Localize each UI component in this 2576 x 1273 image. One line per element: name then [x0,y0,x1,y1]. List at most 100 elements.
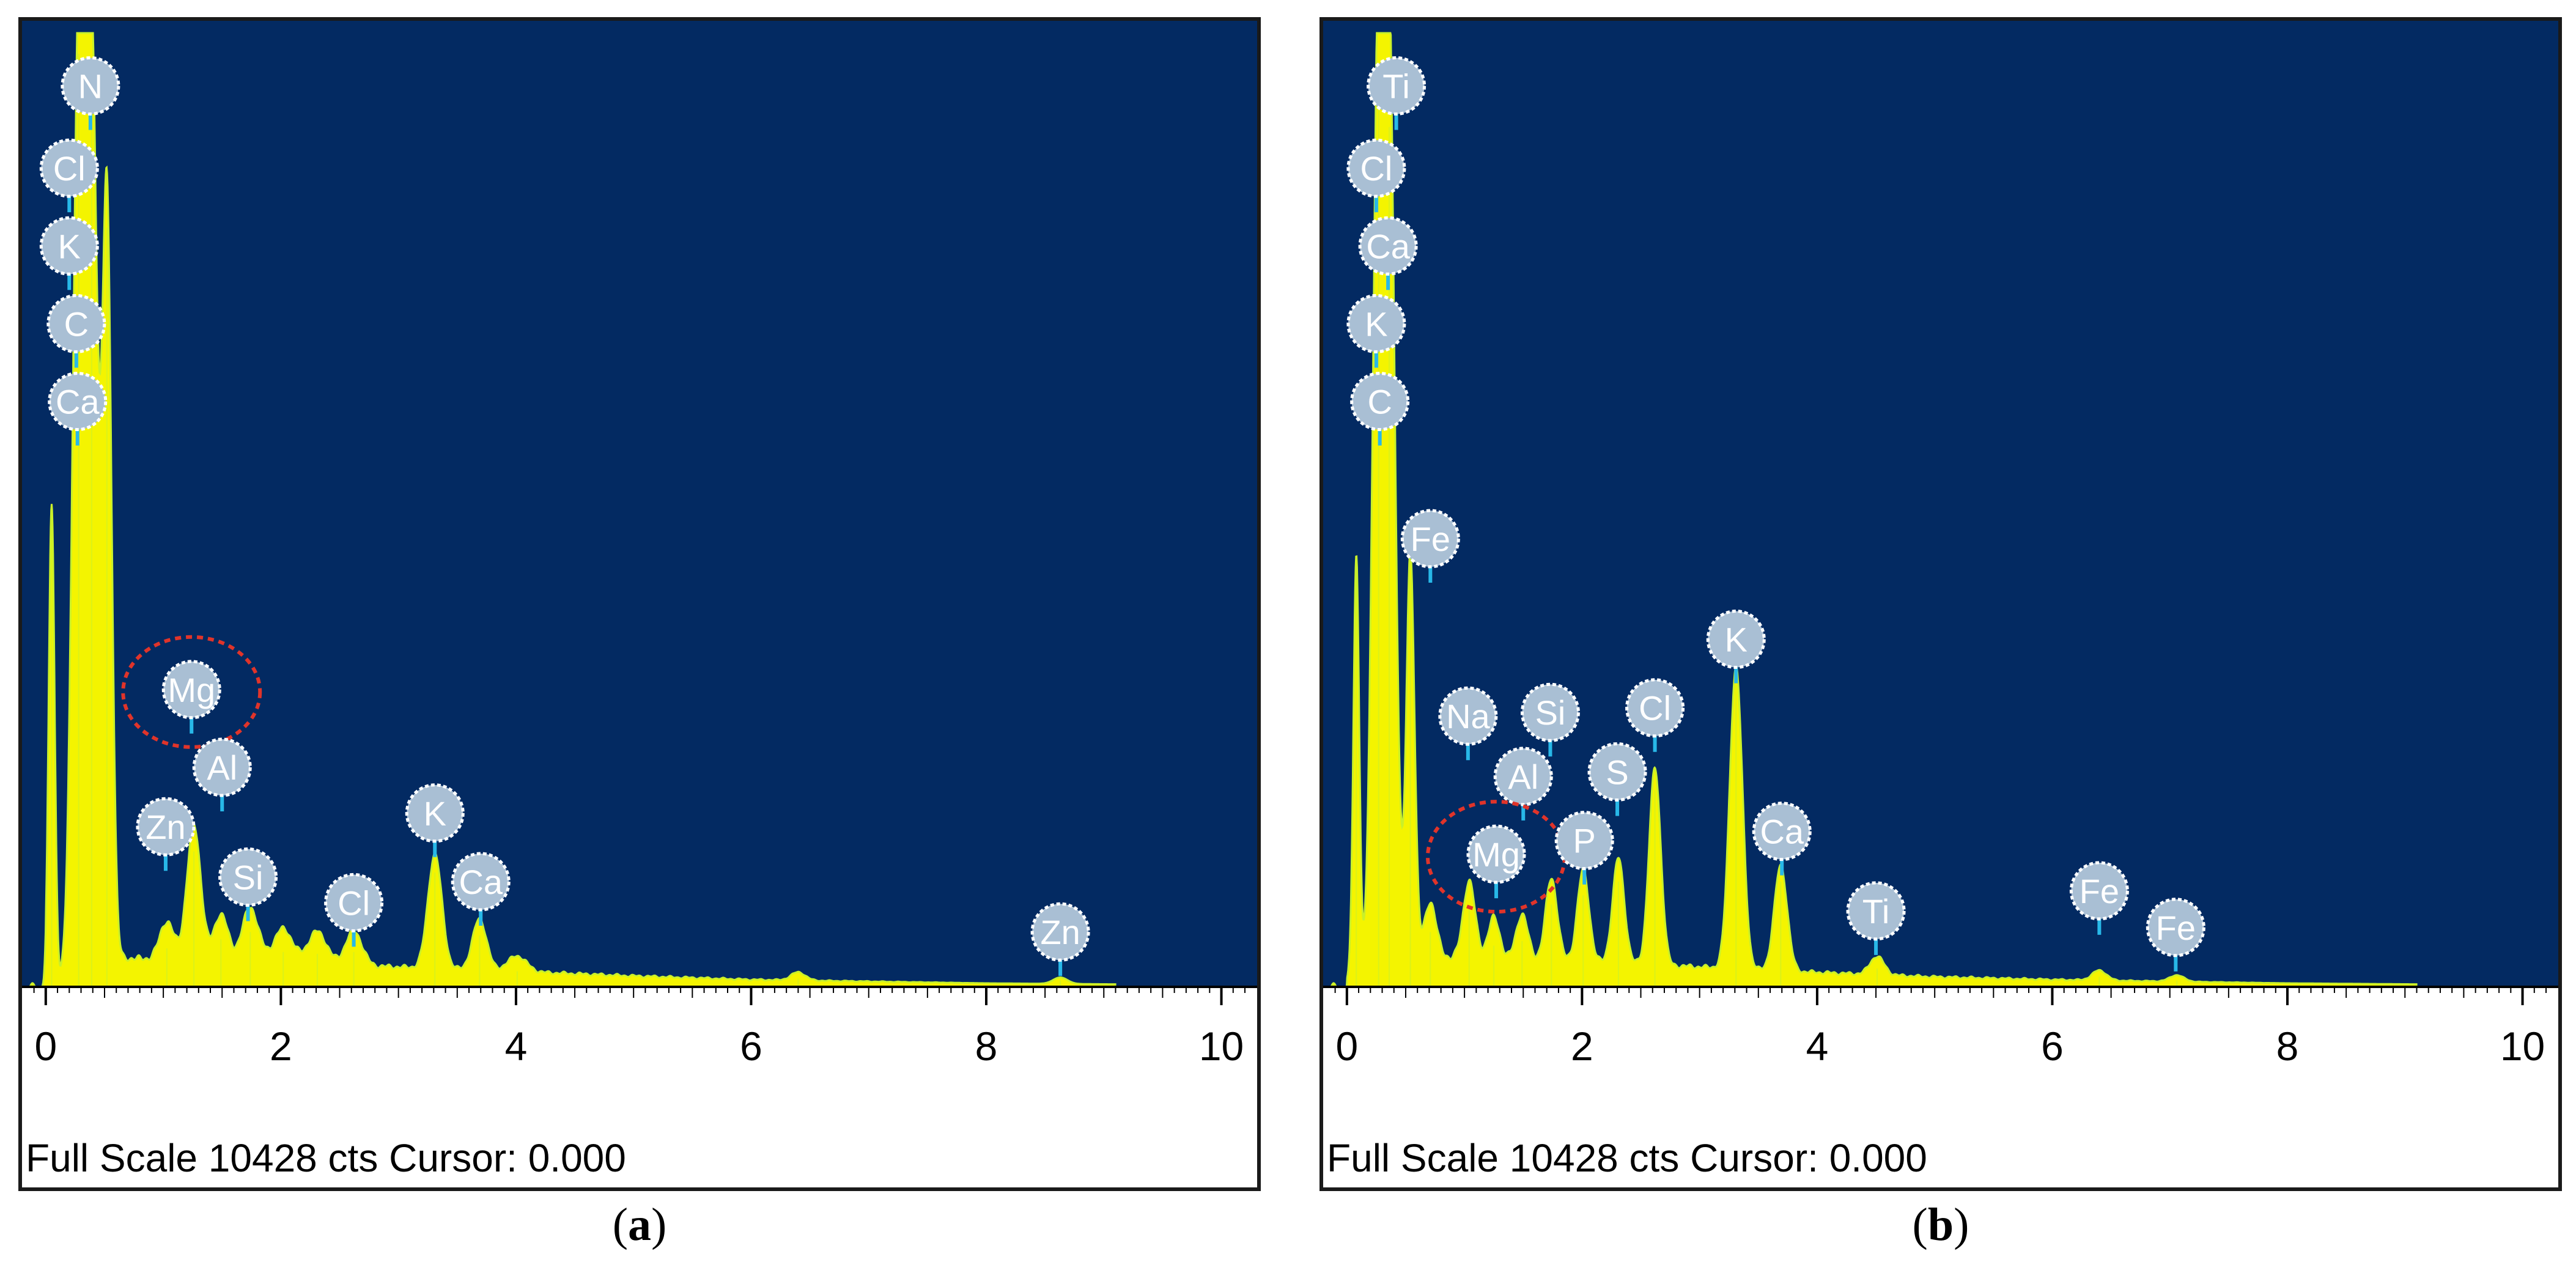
panel-caption-b: (b) [1319,1198,2562,1252]
x-tick-label-8: 8 [975,1024,998,1069]
x-tick-label-2: 2 [270,1024,292,1069]
element-label-text: K [1725,621,1747,659]
element-label-text: Si [1535,693,1566,732]
x-tick-label-6: 6 [740,1024,762,1069]
element-label-si-8: Si [218,847,278,921]
element-label-text: N [78,67,103,105]
x-tick-label-6: 6 [2041,1024,2064,1069]
element-label-badge [1587,742,1647,802]
element-label-badge [1493,747,1553,806]
element-label-badge [39,216,99,276]
element-label-ti-15: Ti [1846,881,1906,955]
element-label-text: Zn [146,808,185,846]
element-label-text: Mg [168,671,215,709]
element-label-text: C [1367,383,1392,421]
element-label-badge [48,372,108,432]
element-label-text: P [1573,822,1596,860]
element-label-text: Cl [1360,149,1392,188]
element-label-text: Ca [56,383,100,421]
element-label-k-3: K [1346,293,1406,368]
element-label-al-6: Al [192,737,252,811]
element-label-badge [1400,509,1460,569]
x-tick-label-0: 0 [34,1024,57,1069]
element-label-badge [1346,138,1406,198]
caption-letter-b: b [1927,1199,1954,1250]
element-label-text: Ti [1862,892,1890,931]
element-label-text: C [64,304,89,343]
element-label-badge [451,852,511,912]
x-tick-label-4: 4 [1806,1024,1829,1069]
element-label-c-4: C [1350,372,1410,446]
element-label-text: Ca [459,863,503,901]
element-label-badge [2146,898,2205,958]
element-label-badge [46,293,106,353]
full-scale-footer: Full Scale 10428 cts Cursor: 0.000 [26,1136,626,1180]
element-label-ca-11: Ca [451,852,511,926]
panel-caption-a: (a) [18,1198,1261,1252]
element-label-text: Al [207,748,237,787]
element-label-al-10: Al [1493,747,1553,821]
highlight-ring-mg [121,635,262,749]
element-label-badge [161,660,221,720]
element-label-zn-12: Zn [1030,902,1090,976]
element-label-text: Zn [1040,913,1080,951]
element-label-cl-9: Cl [324,873,384,947]
element-label-mg-5: Mg [121,635,262,749]
element-label-text: Cl [338,884,370,922]
element-label-zn-7: Zn [136,797,196,871]
element-label-k-9: K [1706,610,1766,684]
element-label-text: Fe [1411,520,1450,558]
caption-open-a: ( [612,1199,628,1250]
element-label-badge [405,783,465,843]
full-scale-footer: Full Scale 10428 cts Cursor: 0.000 [1327,1136,1927,1180]
element-label-badge [218,847,278,907]
spectrum-area [1329,32,2418,988]
element-label-cl-1: Cl [1346,138,1406,213]
element-label-text: S [1606,753,1628,791]
element-label-text: K [424,794,446,833]
x-tick-label-0: 0 [1335,1024,1358,1069]
element-label-c-3: C [46,293,106,368]
x-tick-label-10: 10 [1199,1024,1244,1069]
element-label-text: Al [1508,758,1538,796]
caption-close-a: ) [651,1199,667,1250]
element-label-badge [1706,610,1766,670]
element-label-badge [1520,682,1580,742]
x-tick-label-8: 8 [2276,1024,2299,1069]
element-label-badge [1438,686,1498,746]
element-label-ca-2: Ca [1358,216,1418,290]
element-label-ca-4: Ca [48,372,108,446]
element-label-text: Mg [1472,835,1520,874]
element-label-badge [136,797,196,857]
caption-letter-a: a [628,1199,651,1250]
x-tick-label-4: 4 [505,1024,528,1069]
plot-area [1323,21,2558,987]
eds-spectrum-chart-a: N Cl K C Ca Mg Al Zn Si Cl K Ca Zn 0 2 4 6 8 10 Full Scale … [22,21,1257,1187]
element-label-text: Fe [2080,872,2119,910]
axis-strip [1323,987,2558,1187]
caption-open-b: ( [1912,1199,1928,1250]
element-label-badge [1554,811,1614,871]
element-label-text: K [1365,304,1387,343]
x-tick-label-10: 10 [2500,1024,2545,1069]
element-label-text: Cl [1639,689,1671,728]
element-label-badge [1846,881,1906,941]
element-label-badge [1030,902,1090,962]
element-label-fe-16: Fe [2069,861,2129,935]
element-label-text: Ca [1366,227,1410,265]
element-label-badge [1346,293,1406,353]
plot-area [22,21,1257,987]
element-label-text: Cl [53,149,86,188]
element-label-ca-14: Ca [1752,802,1812,876]
element-label-ti-0: Ti [1367,56,1426,130]
eds-spectrum-panel-b: Ti Cl Ca K C Fe Na Si Cl K Al S Mg P Ca Ti Fe Fe 0 2 4 6 8 10 Fu… [1319,17,2562,1191]
element-label-badge [2069,861,2129,921]
caption-close-b: ) [1954,1199,1969,1250]
element-label-badge [1466,824,1526,884]
element-label-badge [1350,372,1410,432]
element-label-badge [1625,678,1685,738]
element-label-si-7: Si [1520,682,1580,757]
element-label-cl-8: Cl [1625,678,1685,752]
element-label-k-2: K [39,216,99,290]
element-label-text: Si [233,858,264,896]
